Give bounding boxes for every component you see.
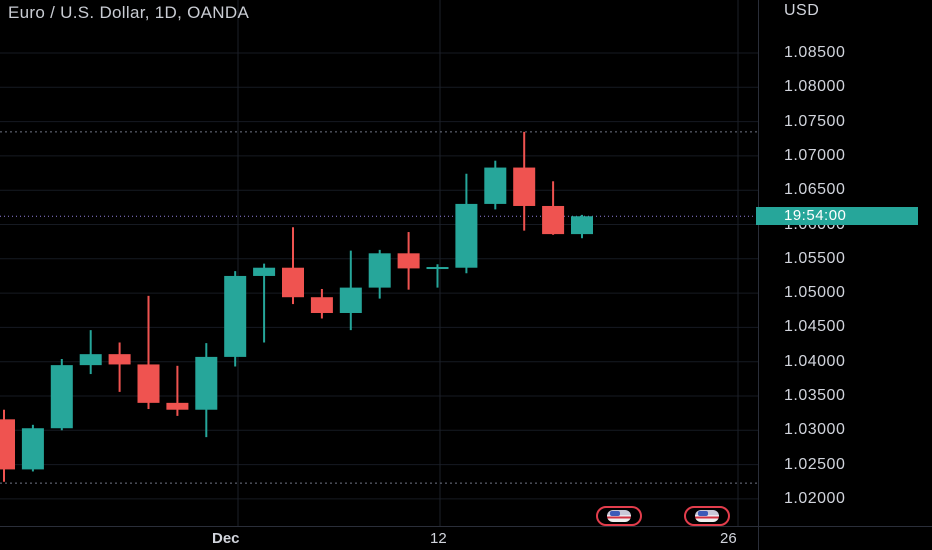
candle-body xyxy=(50,365,73,429)
candle[interactable] xyxy=(426,264,449,288)
price-tick-label: 1.05000 xyxy=(784,284,846,302)
candle-body xyxy=(455,203,478,268)
candle-body xyxy=(426,267,449,270)
candle-body xyxy=(0,419,15,470)
candle[interactable] xyxy=(108,342,131,392)
price-tick-label: 1.07000 xyxy=(784,146,846,164)
candle-body xyxy=(542,205,565,235)
candle[interactable] xyxy=(542,181,565,235)
price-tick-label: 1.05500 xyxy=(784,249,846,267)
candle-body xyxy=(397,253,420,269)
candle-body xyxy=(108,354,131,365)
price-tick-label: 1.04000 xyxy=(784,352,846,370)
time-tick-label: Dec xyxy=(212,530,240,547)
candle-body xyxy=(282,267,304,298)
candle-body xyxy=(484,167,507,204)
price-tick-label: 1.08500 xyxy=(784,44,846,61)
candle[interactable] xyxy=(484,160,507,210)
price-tick-label: 1.03000 xyxy=(784,421,846,439)
time-tick-label: 12 xyxy=(430,530,447,547)
candle[interactable] xyxy=(513,131,536,231)
candle-body xyxy=(166,402,189,410)
candle-body xyxy=(253,267,276,276)
price-tick-label: 1.02000 xyxy=(784,489,846,507)
us-flag-icon[interactable] xyxy=(596,506,642,526)
price-tick-label: 1.04500 xyxy=(784,318,846,336)
candle-body xyxy=(571,216,593,235)
candle[interactable] xyxy=(571,214,593,239)
candle[interactable] xyxy=(50,358,73,431)
candle[interactable] xyxy=(455,173,478,274)
candle[interactable] xyxy=(224,271,247,367)
candle-body xyxy=(21,428,44,470)
candle[interactable] xyxy=(368,249,391,299)
candle-body xyxy=(368,253,391,288)
chart-grid xyxy=(0,0,758,526)
price-tick-label: 1.06500 xyxy=(784,181,846,199)
time-axis-divider xyxy=(0,526,932,527)
candle-body xyxy=(513,167,536,206)
candle[interactable] xyxy=(79,330,102,375)
candle[interactable] xyxy=(195,343,218,438)
candlestick-plot[interactable] xyxy=(0,0,758,526)
candle[interactable] xyxy=(310,288,333,319)
candle-body xyxy=(195,356,218,410)
price-axis-divider xyxy=(758,0,759,550)
candle-body xyxy=(310,297,333,313)
candle[interactable] xyxy=(397,232,420,290)
countdown-badge: 19:54:00 xyxy=(756,207,918,225)
candle[interactable] xyxy=(339,250,362,331)
currency-label[interactable]: USD xyxy=(782,2,822,20)
candle-body xyxy=(137,364,160,403)
time-tick-label: 26 xyxy=(720,530,737,547)
candle-body xyxy=(224,275,247,357)
candle-body xyxy=(339,287,362,313)
candle[interactable] xyxy=(253,263,276,343)
candle[interactable] xyxy=(0,409,15,482)
us-flag-icon[interactable] xyxy=(684,506,730,526)
candle[interactable] xyxy=(166,365,189,416)
candle[interactable] xyxy=(21,424,44,472)
candle[interactable] xyxy=(137,295,160,410)
price-tick-label: 1.03500 xyxy=(784,387,846,404)
price-tick-label: 1.07500 xyxy=(784,112,846,130)
price-tick-label: 1.02500 xyxy=(784,455,846,473)
chart-title: Euro / U.S. Dollar, 1D, OANDA xyxy=(8,3,250,22)
price-tick-label: 1.08000 xyxy=(784,78,846,96)
candle-body xyxy=(79,354,102,366)
candle[interactable] xyxy=(282,227,304,305)
